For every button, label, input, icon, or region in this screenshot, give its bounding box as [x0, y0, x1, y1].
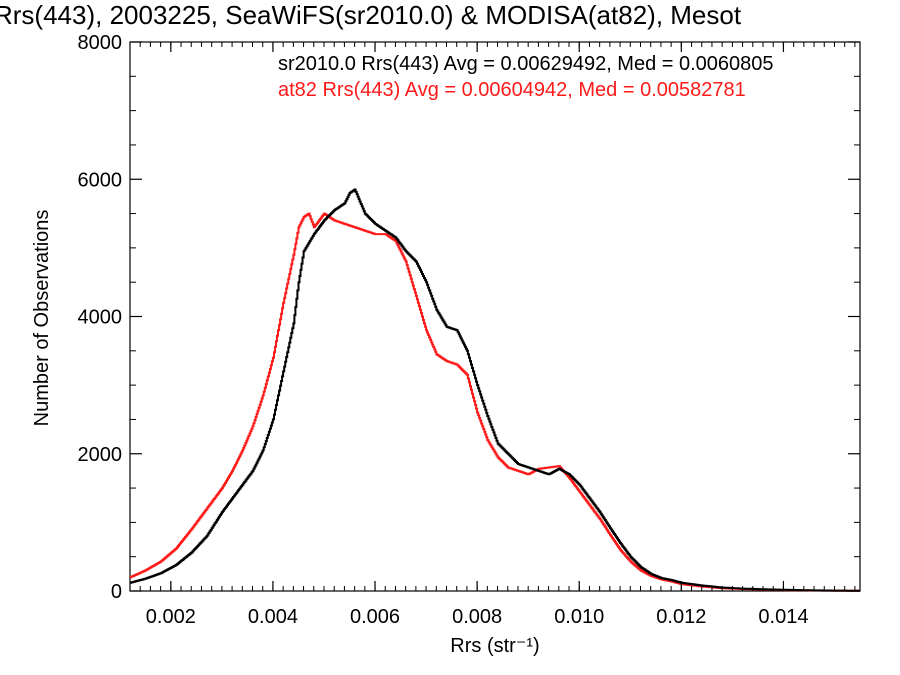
- x-tick-label: 0.008: [452, 606, 502, 628]
- x-tick-label: 0.014: [758, 606, 808, 628]
- plot-frame: [129, 41, 861, 592]
- x-tick-label: 0.004: [248, 606, 298, 628]
- ticks-group: 0.002 0.004 0.006 0.008 0.010 0.012 0.014 0 2000…: [78, 32, 860, 628]
- y-axis-label: Number of Observations: [31, 210, 53, 427]
- plot-area: 0.002 0.004 0.006 0.008 0.010 0.012 0.014 0 2000…: [78, 32, 861, 628]
- chart-title: Rrs(443), 2003225, SeaWiFS(sr2010.0) & M…: [0, 0, 742, 30]
- legend-entry-at82: at82 Rrs(443) Avg = 0.00604942, Med = 0.…: [278, 79, 746, 101]
- y-tick-label: 8000: [78, 32, 123, 54]
- y-tick-label: 4000: [78, 307, 123, 329]
- legend: sr2010.0 Rrs(443) Avg = 0.00629492, Med …: [278, 53, 774, 101]
- y-tick-label: 6000: [78, 169, 123, 191]
- legend-entry-sr2010: sr2010.0 Rrs(443) Avg = 0.00629492, Med …: [278, 53, 774, 75]
- y-tick-label: 0: [111, 581, 122, 603]
- series-line-at82: [130, 212, 860, 592]
- series-group: [130, 188, 860, 592]
- x-tick-label: 0.002: [146, 606, 196, 628]
- x-axis-label: Rrs (str⁻¹): [450, 635, 539, 657]
- y-tick-label: 2000: [78, 444, 123, 466]
- series-line-sr2010-0: [130, 188, 860, 592]
- x-tick-label: 0.010: [554, 606, 604, 628]
- x-tick-label: 0.012: [656, 606, 706, 628]
- x-tick-label: 0.006: [350, 606, 400, 628]
